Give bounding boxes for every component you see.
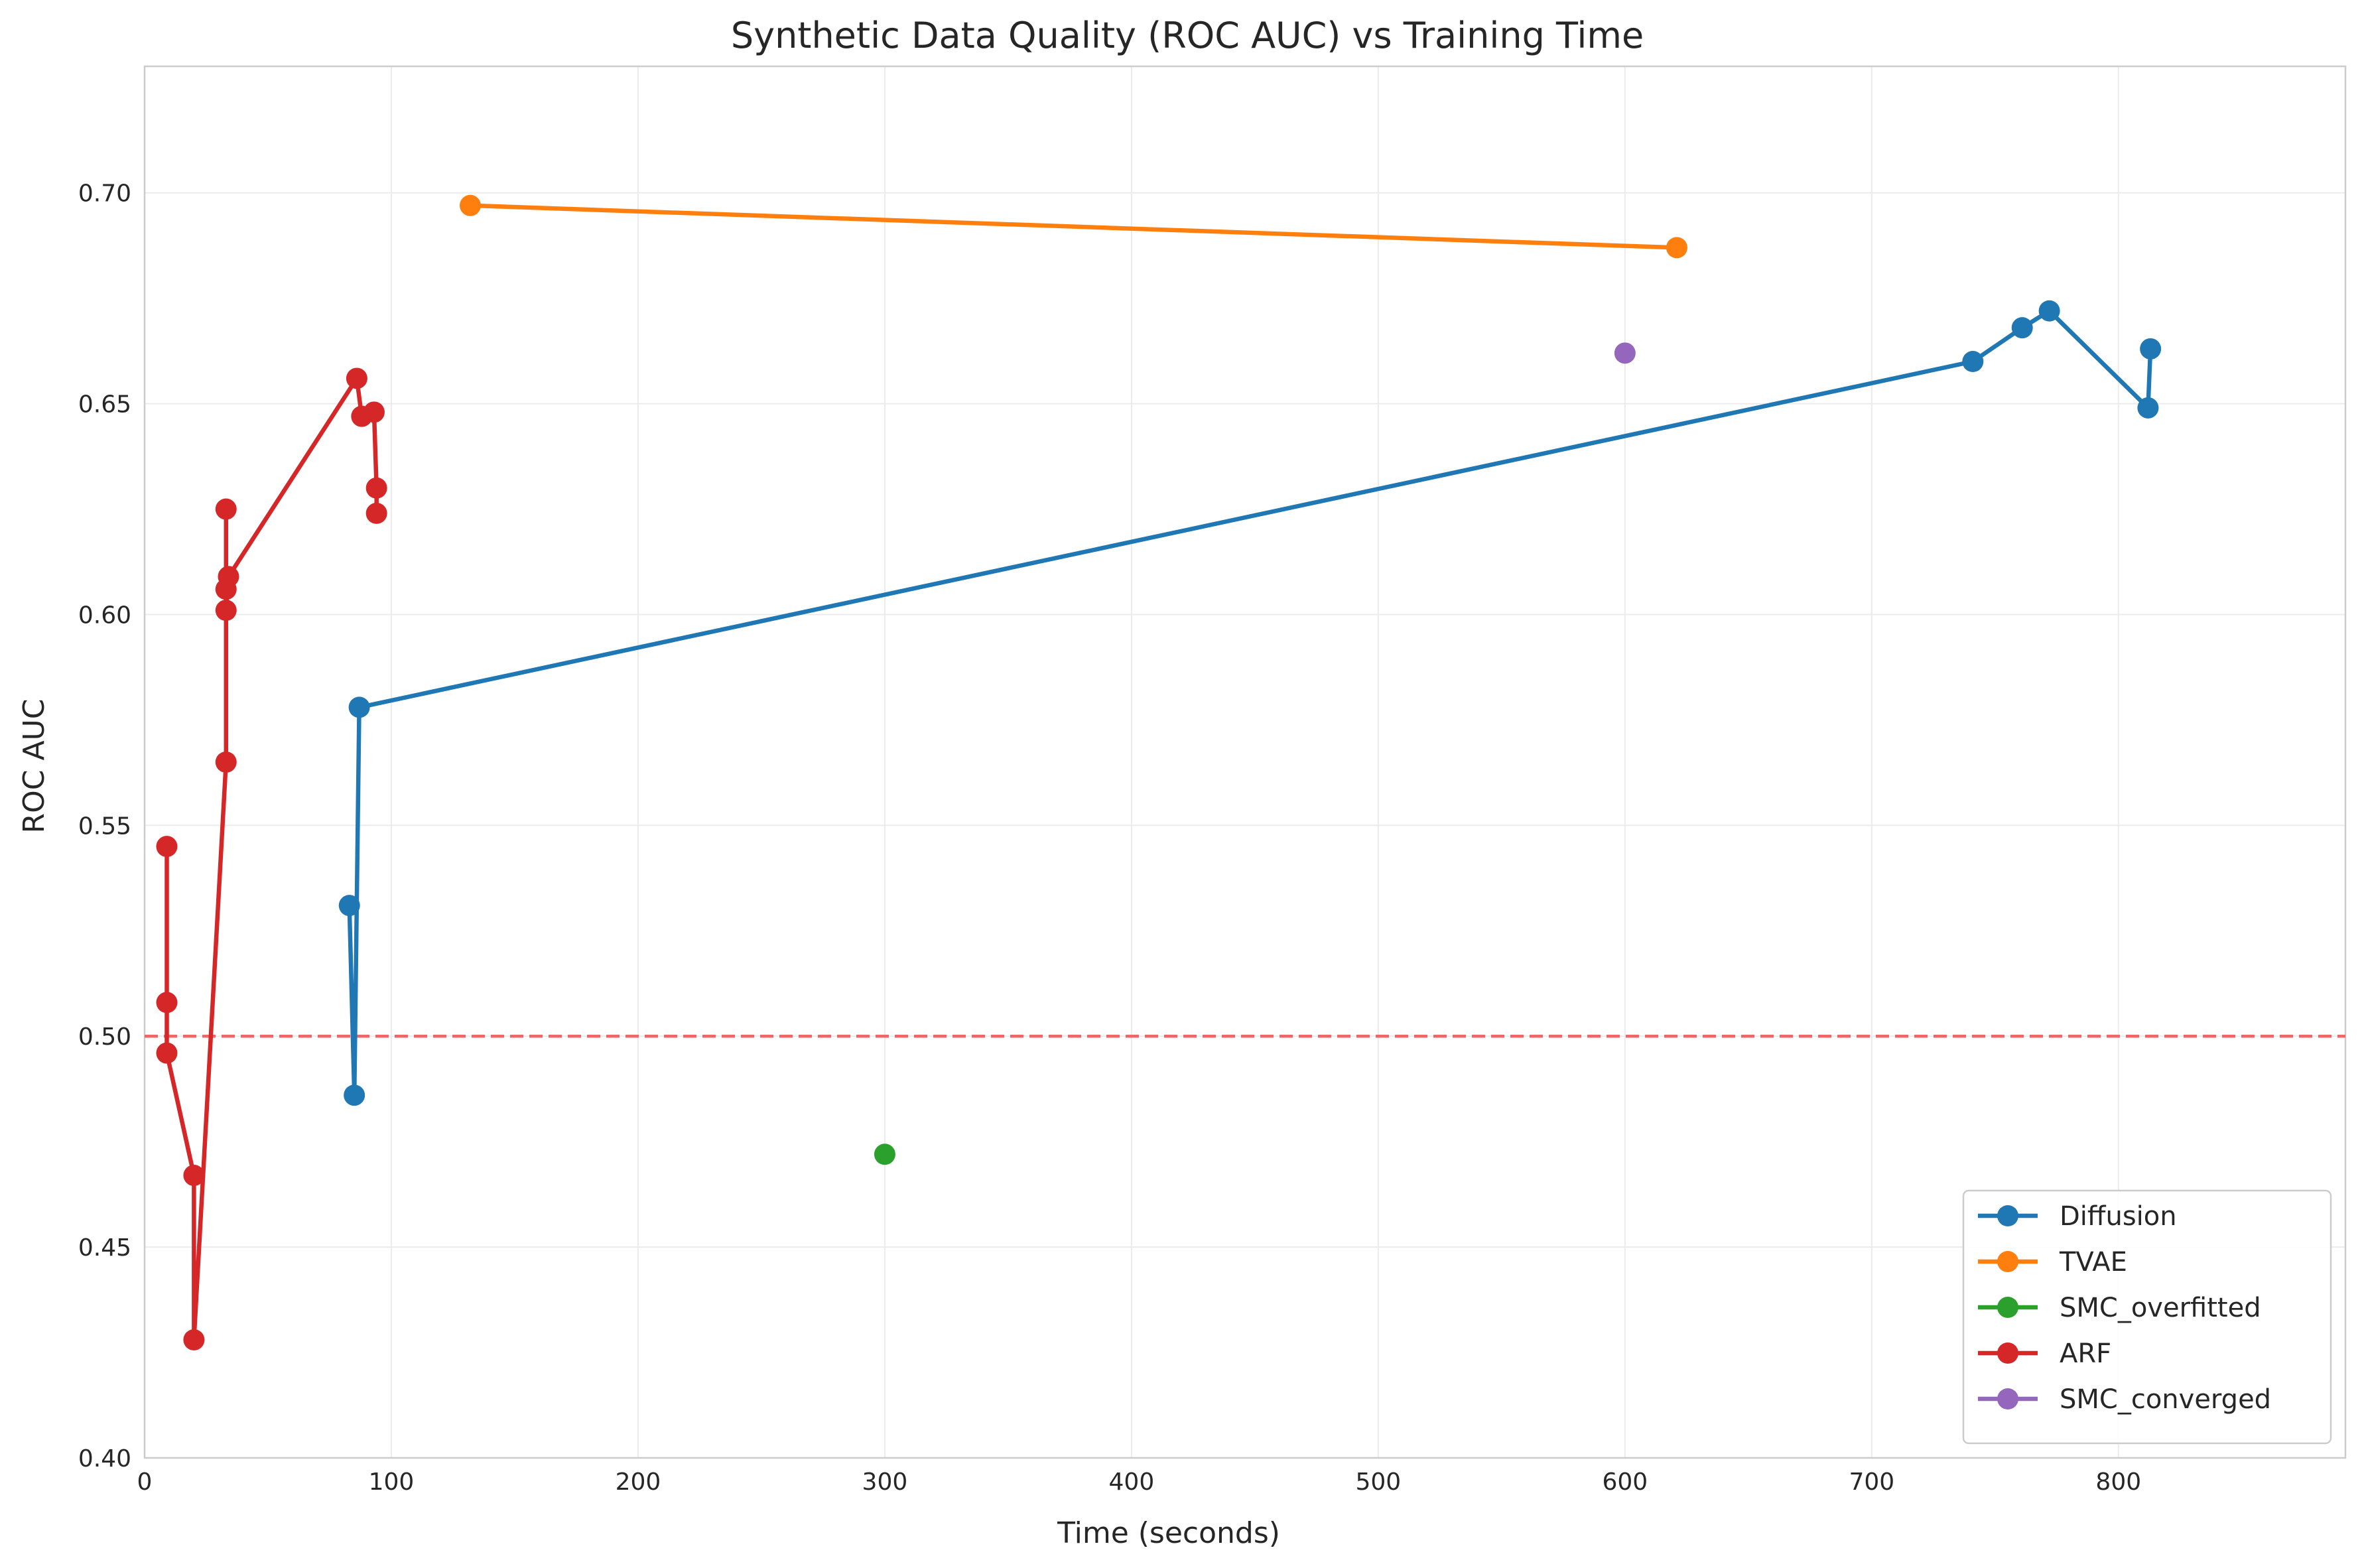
y-tick-label: 0.65 [78,391,131,419]
legend-label-tvae: TVAE [2059,1247,2127,1277]
data-point-arf [215,498,237,520]
data-point-diffusion [1962,351,1984,373]
data-point-arf [218,566,239,588]
legend-marker-arf [1997,1342,2018,1364]
series-line-diffusion [347,308,2153,1098]
legend-marker-smc-overfitted [1997,1297,2018,1318]
data-point-arf [156,836,178,858]
plot-frame [143,65,2347,1459]
data-point-diffusion [348,696,370,718]
y-axis-label: ROC AUC [17,699,51,834]
legend-box [1962,1189,2332,1445]
series-line-tvae [468,203,1679,250]
x-tick-label: 400 [1109,1469,1155,1496]
data-point-arf [183,1329,205,1350]
y-tick-label: 0.55 [78,813,131,840]
data-point-tvae [460,194,482,216]
data-point-arf [183,1165,205,1187]
y-tick-label: 0.45 [78,1234,131,1262]
y-tick-label: 0.50 [78,1023,131,1051]
chart-title: Synthetic Data Quality (ROC AUC) vs Trai… [731,15,1644,56]
legend-label-smc-overfitted: SMC_overfitted [2060,1293,2261,1323]
data-point-smc-converged [1614,342,1636,364]
legend-label-smc-converged: SMC_converged [2060,1384,2271,1415]
data-point-arf [215,600,237,621]
x-tick-label: 700 [1849,1469,1894,1496]
data-point-diffusion [2137,397,2159,419]
y-tick-label: 0.40 [78,1445,131,1472]
x-tick-label: 600 [1602,1469,1648,1496]
x-tick-label: 100 [369,1469,415,1496]
data-point-diffusion [2038,300,2060,322]
data-point-arf [363,401,385,423]
x-axis-label: Time (seconds) [1057,1516,1280,1550]
y-tick-label: 0.60 [78,602,131,629]
x-tick-label: 200 [616,1469,661,1496]
data-point-diffusion [338,895,360,917]
x-tick-label: 500 [1356,1469,1402,1496]
x-tick-label: 300 [862,1469,908,1496]
x-tick-label: 800 [2095,1469,2141,1496]
data-point-arf [156,1042,178,1064]
data-point-arf [346,367,367,389]
legend-label-diffusion: Diffusion [2060,1201,2177,1232]
data-point-diffusion [2140,338,2162,359]
data-point-arf [215,751,237,773]
data-point-diffusion [344,1084,365,1106]
x-tick-label: 0 [137,1469,153,1496]
data-point-diffusion [2011,317,2033,339]
data-point-arf [365,502,387,524]
legend-label-arf: ARF [2060,1339,2111,1369]
data-point-smc-overfitted [874,1143,895,1165]
data-point-tvae [1666,237,1687,259]
y-tick-label: 0.70 [78,180,131,208]
legend-marker-diffusion [1997,1205,2018,1226]
legend-marker-tvae [1997,1251,2018,1272]
legend-marker-smc-converged [1997,1388,2018,1409]
data-point-arf [156,992,178,1013]
data-point-arf [365,477,387,499]
